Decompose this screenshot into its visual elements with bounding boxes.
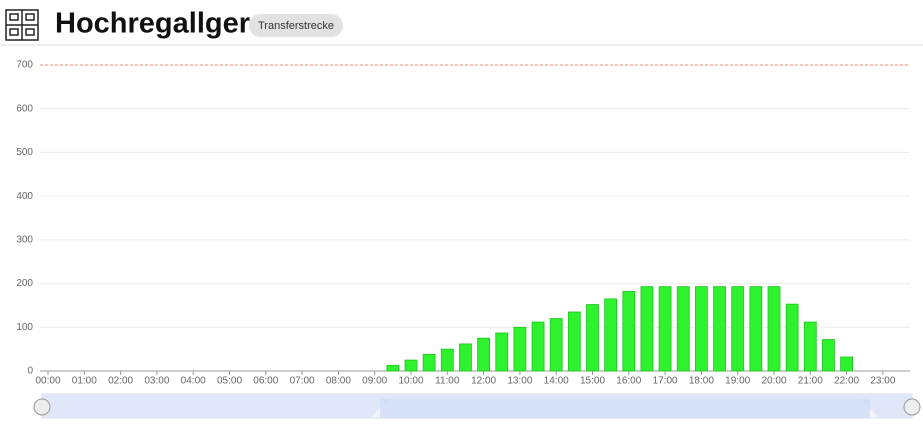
- zoom-shadow: [42, 394, 912, 418]
- x-tick-label: 21:00: [798, 376, 823, 387]
- bar: [459, 343, 472, 372]
- x-tick-label: 14:00: [544, 376, 569, 387]
- badge-label: Transferstrecke: [258, 20, 334, 32]
- bar: [731, 286, 745, 372]
- icon: [5, 9, 39, 41]
- x-tick-label: 08:00: [326, 376, 351, 387]
- bar: [658, 286, 672, 372]
- y-tick-label: 300: [16, 234, 33, 245]
- x-tick-label: 19:00: [725, 376, 750, 387]
- x-tick-label: 02:00: [108, 376, 133, 387]
- bar: [422, 353, 436, 372]
- data-zoom[interactable]: [33, 393, 921, 419]
- x-tick-label: 05:00: [217, 376, 242, 387]
- bar: [440, 348, 454, 372]
- y-tick-label: 600: [16, 103, 33, 114]
- x-tick-label: 12:00: [471, 376, 496, 387]
- bar: [386, 364, 400, 372]
- bar: [549, 318, 563, 372]
- bar: [567, 311, 581, 372]
- x-tick-label: 17:00: [653, 376, 678, 387]
- x-tick-label: 09:00: [362, 376, 387, 387]
- x-tick-label: 23:00: [870, 376, 895, 387]
- x-tick-label: 11:00: [435, 376, 460, 387]
- x-tick-label: 18:00: [689, 376, 714, 387]
- x-tick-label: 22:00: [834, 376, 859, 387]
- badge: [249, 14, 343, 37]
- zoom-handle-left[interactable]: [33, 398, 51, 416]
- bar: [604, 298, 618, 372]
- bar: [822, 339, 835, 372]
- x-tick-label: 00:00: [35, 376, 60, 387]
- bar: [767, 286, 781, 372]
- x-tick-label: 04:00: [181, 376, 206, 387]
- x-tick-label: 03:00: [144, 376, 169, 387]
- bar: [404, 359, 418, 372]
- y-tick-label: 400: [16, 191, 33, 202]
- bar: [513, 326, 527, 372]
- page-title: Hochregallger: [55, 8, 250, 40]
- bar: [785, 303, 799, 372]
- y-tick-label: 200: [16, 278, 33, 289]
- bar: [676, 286, 690, 372]
- bar: [622, 291, 636, 372]
- bar: [695, 286, 708, 372]
- bar: [803, 321, 817, 372]
- x-tick-label: 20:00: [761, 376, 786, 387]
- bar: [713, 286, 726, 372]
- x-tick-label: 07:00: [290, 376, 315, 387]
- y-tick-label: 100: [16, 322, 33, 333]
- bar: [531, 321, 545, 372]
- x-tick-label: 06:00: [253, 376, 278, 387]
- bar: [749, 286, 763, 372]
- x-tick-label: 15:00: [580, 376, 605, 387]
- bar: [495, 332, 509, 372]
- bar: [840, 356, 853, 372]
- bar: [640, 286, 654, 372]
- y-tick-label: 0: [27, 366, 33, 377]
- y-tick-label: 500: [16, 147, 33, 158]
- zoom-selection: [380, 399, 870, 418]
- bar: [477, 337, 491, 372]
- bar: [586, 304, 599, 372]
- y-tick-label: 700: [16, 60, 33, 71]
- zoom-handle-right[interactable]: [903, 398, 921, 416]
- x-tick-label: 01:00: [72, 376, 97, 387]
- x-tick-label: 13:00: [507, 376, 532, 387]
- x-tick-label: 10:00: [398, 376, 423, 387]
- x-tick-label: 16:00: [616, 376, 641, 387]
